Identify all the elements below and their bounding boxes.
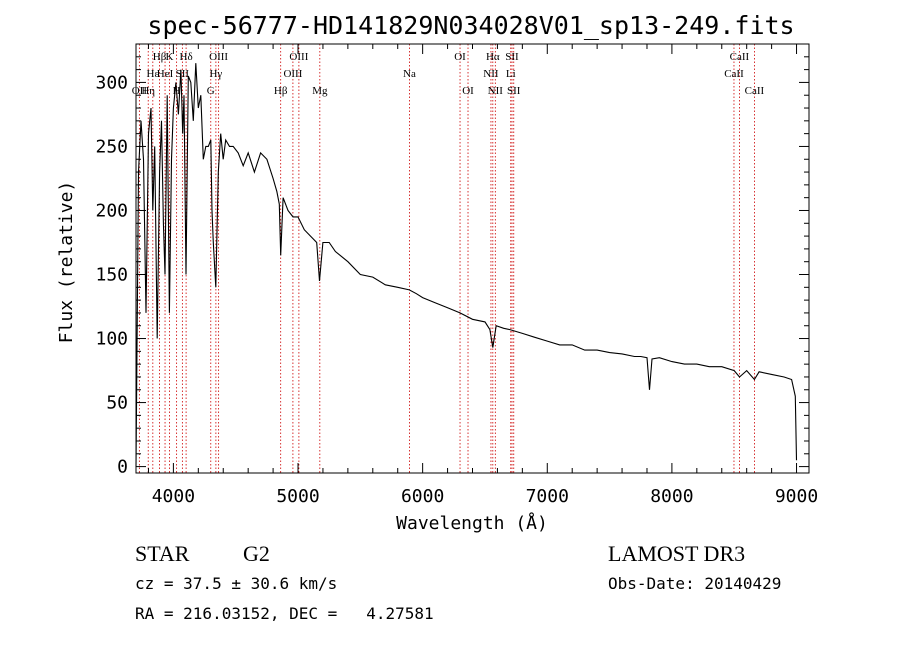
line-label-20-0: Hα	[486, 51, 500, 63]
survey-name: LAMOST DR3	[608, 541, 745, 566]
y-tick-label: 0	[117, 457, 128, 478]
line-label-1-0: Hη	[141, 85, 155, 97]
obs-date: Obs-Date: 20140429	[608, 574, 781, 593]
y-tick-label: 300	[95, 72, 128, 93]
y-axis-label: Flux (relative)	[56, 181, 77, 344]
line-label-8-0: Hδ	[180, 51, 193, 63]
line-label-19-0: NII	[483, 68, 499, 80]
line-label-7-0: SII	[176, 68, 190, 80]
x-tick-label: 7000	[526, 486, 569, 507]
line-label-5-0: K	[166, 51, 174, 63]
line-label-25-0: CaII	[724, 68, 744, 80]
line-label-13-0: OIII	[283, 68, 302, 80]
line-label-15-0: Mg	[312, 85, 328, 97]
line-label-22-0: Li	[506, 68, 516, 80]
y-tick-label: 100	[95, 329, 128, 350]
line-label-14-0: OIII	[289, 51, 308, 63]
line-label-11-0: OIII	[209, 51, 228, 63]
x-tick-label: 6000	[401, 486, 444, 507]
line-label-26-0: CaII	[730, 51, 750, 63]
line-label-4-0: HeI	[157, 68, 174, 80]
line-label-16-0: Na	[403, 68, 416, 80]
line-label-2-0: Hε	[147, 68, 160, 80]
line-label-3-0: Hβ	[153, 51, 167, 63]
x-tick-label: 8000	[650, 486, 693, 507]
line-label-9-0: G	[207, 85, 215, 97]
line-label-23-0: SII	[505, 51, 519, 63]
line-label-12-0: Hβ	[274, 85, 288, 97]
line-label-24-0: SII	[507, 85, 521, 97]
coordinates-readout: RA = 216.03152, DEC = 4.27581	[135, 604, 434, 623]
y-tick-label: 200	[95, 200, 128, 221]
x-tick-label: 4000	[152, 486, 195, 507]
x-axis-label: Wavelength (Å)	[396, 512, 548, 534]
line-label-27-0: CaII	[745, 85, 765, 97]
y-tick-label: 250	[95, 136, 128, 157]
y-axis-ticks: 0 50 100 150 200 250 300	[95, 56, 809, 478]
y-tick-label: 50	[106, 393, 128, 414]
y-tick-label: 150	[95, 265, 128, 286]
chart-title: spec-56777-HD141829N034028V01_sp13-249.f…	[147, 11, 794, 40]
spectrum-line	[135, 63, 798, 467]
line-label-21-0: NII	[488, 85, 504, 97]
object-class: STAR	[135, 541, 190, 566]
x-axis-ticks: 4000 5000 6000 7000 8000 9000	[147, 44, 818, 507]
object-subclass: G2	[243, 541, 270, 566]
x-tick-label: 5000	[276, 486, 319, 507]
line-label-10-0: Hγ	[209, 68, 222, 80]
spectral-line-labels: OIIHηHεHβHeIKHSIIHδGHγOIIIHβOIIIOIIIMgNa…	[132, 51, 765, 97]
line-label-17-0: OI	[454, 51, 466, 63]
x-tick-label: 9000	[775, 486, 818, 507]
redshift-readout: cz = 37.5 ± 30.6 km/s	[135, 574, 337, 593]
spectral-line-markers	[138, 44, 755, 473]
line-label-18-0: OI	[462, 85, 474, 97]
plot-frame	[135, 43, 810, 474]
